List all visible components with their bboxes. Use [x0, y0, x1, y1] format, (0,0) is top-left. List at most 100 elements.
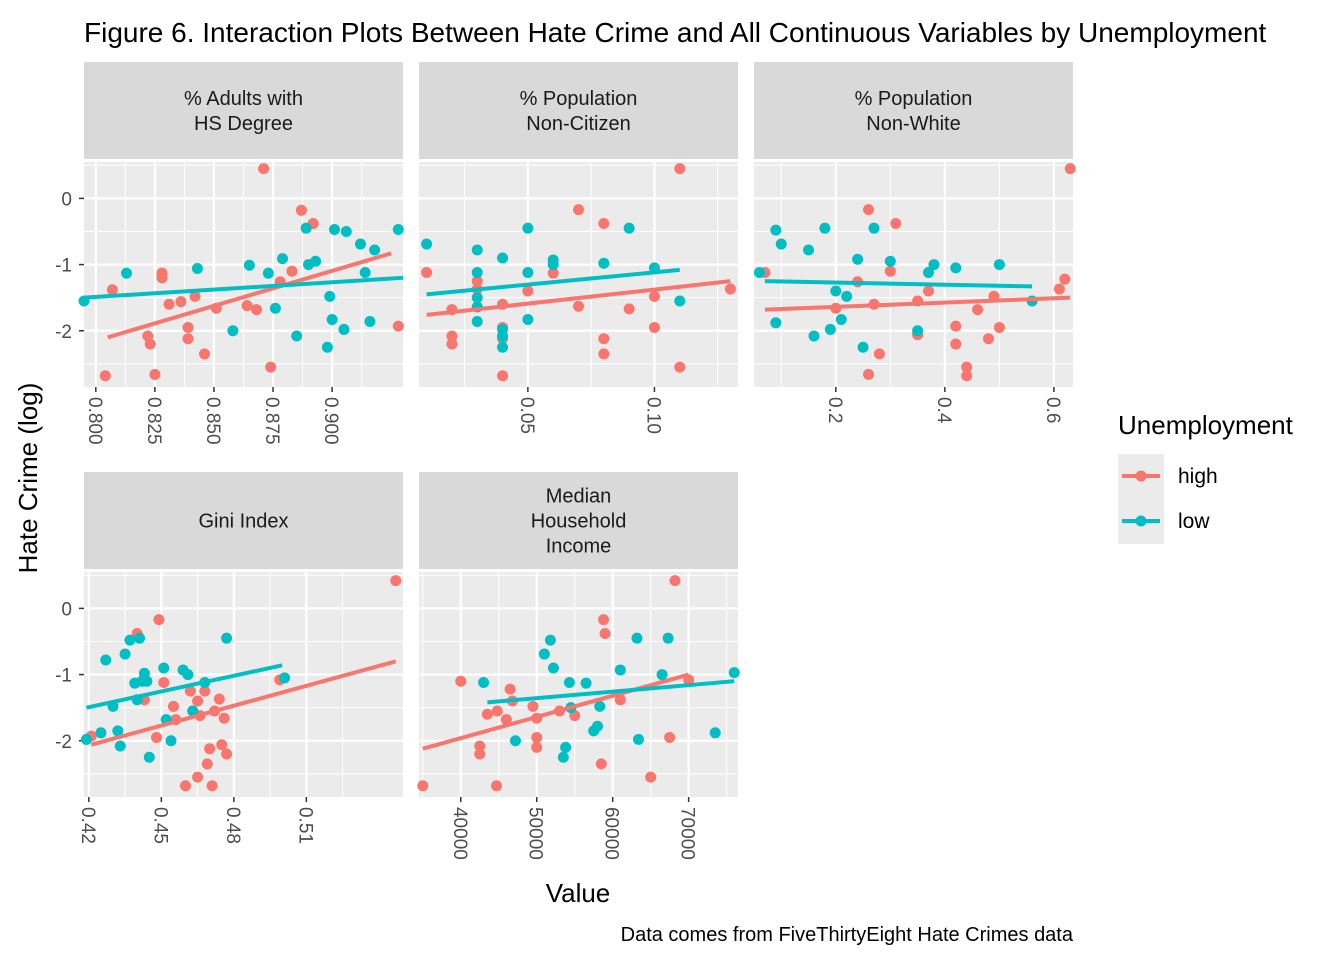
facet-panel: Gini Index 0 -1 -2 0.42 0.45 0.48 0.51 [55, 472, 403, 844]
fit-line-high [107, 251, 392, 340]
data-point-low [326, 314, 338, 325]
x-tick-label: 0.10 [642, 397, 663, 434]
data-point-low [835, 314, 847, 325]
data-point-low [134, 632, 146, 644]
y-tick-label: 0 [61, 189, 72, 210]
data-point-high [455, 675, 467, 687]
data-point-low [547, 259, 559, 271]
data-point-high [1053, 283, 1065, 295]
data-point-low [119, 648, 131, 660]
data-point-low [364, 315, 376, 327]
x-tick-label: 0.42 [77, 807, 98, 844]
data-point-low [141, 675, 153, 687]
data-point-high [417, 780, 429, 792]
data-point-high [474, 740, 486, 752]
figure-title: Figure 6. Interaction Plots Between Hate… [84, 17, 1267, 48]
facet-strip [754, 62, 1073, 159]
y-axis-title: Hate Crime (log) [13, 383, 43, 574]
data-point-low [497, 341, 509, 353]
y-tick-label: 0 [61, 599, 72, 620]
facet-strip-label: Non-White [866, 113, 960, 135]
data-point-low [928, 259, 940, 271]
data-point-high [873, 348, 885, 360]
x-tick-label: 0.850 [202, 397, 223, 445]
facet-panel: Median Household Income 40000 50000 60000 7000… [417, 472, 740, 860]
x-tick-label: 70000 [677, 807, 698, 860]
data-point-high [201, 758, 213, 770]
data-point-high [218, 712, 230, 724]
data-point-high [623, 303, 635, 315]
data-point-low [421, 238, 433, 250]
data-point-high [491, 705, 503, 717]
x-tick-label: 50000 [525, 807, 546, 860]
data-point-low [95, 727, 107, 739]
data-point-high [180, 780, 191, 792]
data-point-low [182, 669, 194, 681]
fit-line-high [90, 659, 397, 747]
x-tick-label: 0.45 [149, 807, 170, 844]
data-point-high [390, 575, 402, 587]
data-point-high [106, 284, 118, 296]
facet-strip-label: % Adults with [184, 88, 303, 110]
data-point-high [598, 348, 610, 360]
data-point-high [199, 685, 211, 697]
x-tick-label: 0.800 [84, 397, 105, 445]
fit-line-low [487, 679, 735, 705]
data-point-low [471, 267, 483, 279]
data-point-low [614, 664, 626, 676]
facet-panel: % Population Non-Citizen 0.05 0.10 [419, 62, 738, 434]
facet-strip-label: Household [531, 511, 627, 533]
fit-line-low [764, 279, 1033, 289]
facet-strip-label: HS Degree [194, 113, 293, 135]
data-point-high [216, 739, 228, 751]
data-point-high [890, 218, 902, 230]
data-point-low [221, 632, 233, 644]
data-point-high [99, 370, 111, 382]
data-point-high [149, 368, 161, 380]
fit-line-low [83, 275, 404, 300]
data-point-high [547, 267, 559, 279]
facet-strip [84, 62, 403, 159]
data-point-low [227, 325, 239, 337]
data-point-low [824, 323, 836, 335]
data-point-high [674, 361, 686, 373]
data-point-low [857, 341, 869, 353]
data-point-high [497, 370, 509, 382]
data-point-low [338, 323, 350, 335]
data-point-high [446, 330, 458, 342]
data-point-low [594, 700, 606, 712]
x-tick-label: 0.05 [516, 397, 537, 434]
x-tick-label: 0.900 [320, 397, 341, 445]
x-tick-label: 0.875 [261, 397, 282, 445]
data-point-low [912, 325, 924, 337]
y-tick-label: -1 [55, 256, 72, 277]
legend-key-point-high [1135, 470, 1147, 482]
data-point-low [324, 290, 336, 302]
data-point-high [950, 338, 962, 350]
data-point-low [243, 259, 255, 271]
data-point-high [645, 771, 657, 783]
data-point-high [993, 321, 1005, 333]
data-point-high [153, 614, 165, 626]
data-point-high [184, 685, 196, 697]
data-point-high [724, 283, 736, 295]
data-point-low [557, 751, 569, 763]
data-point-high [167, 700, 179, 712]
data-point-low [124, 634, 136, 646]
data-point-low [662, 632, 674, 644]
data-point-low [580, 677, 592, 689]
data-point-low [279, 672, 291, 684]
data-point-low [262, 267, 274, 279]
data-point-low [354, 238, 366, 250]
data-point-high [884, 265, 896, 277]
data-point-low [631, 632, 643, 644]
data-point-low [633, 733, 645, 745]
data-point-high [598, 333, 610, 345]
data-point-low [852, 253, 864, 265]
data-point-high [471, 275, 483, 287]
data-point-high [192, 695, 204, 707]
data-point-high [265, 361, 277, 373]
data-point-low [538, 648, 550, 660]
data-point-low [674, 295, 686, 307]
data-point-high [531, 731, 543, 743]
